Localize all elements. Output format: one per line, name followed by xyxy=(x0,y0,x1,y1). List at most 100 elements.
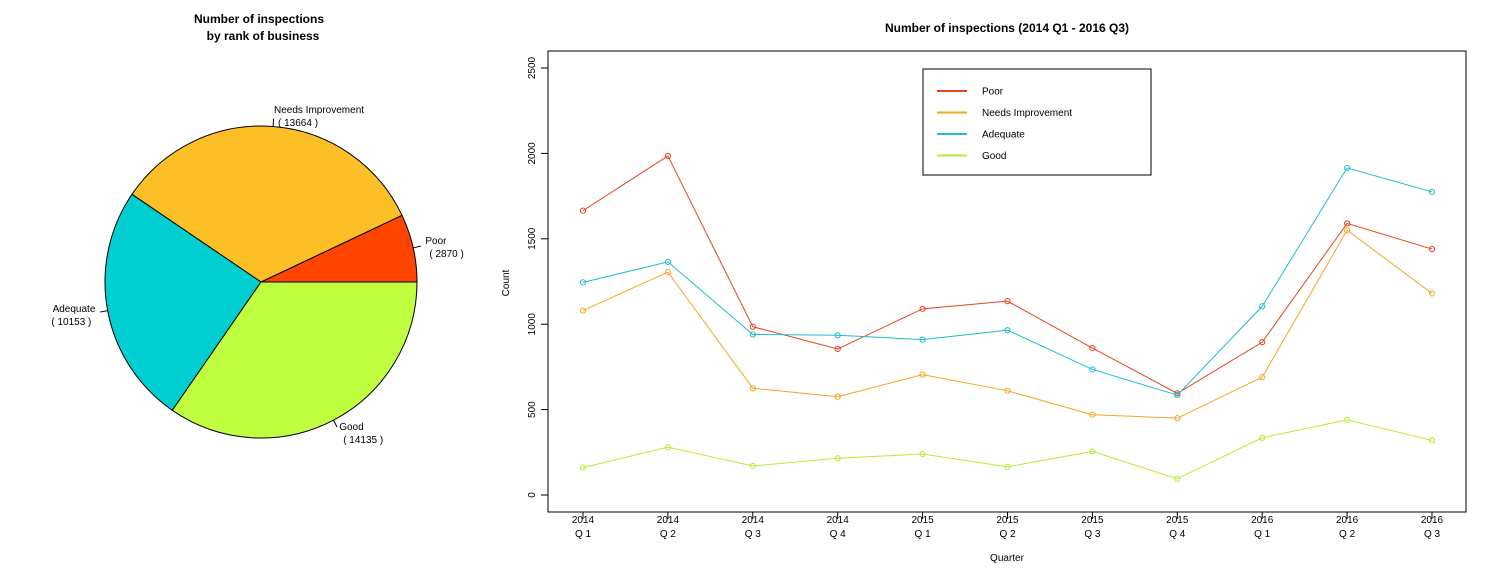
pie-slices xyxy=(104,125,418,439)
data-point-adequate xyxy=(1344,164,1351,172)
pie-label-adequate: Adequate xyxy=(53,304,96,315)
series-line-poor xyxy=(582,155,1433,394)
data-point-needs-improvement xyxy=(1259,374,1266,381)
data-point-good xyxy=(1174,475,1181,482)
data-point-good xyxy=(749,462,756,470)
data-point-poor xyxy=(1004,298,1011,305)
y-tick-label-0: 0 xyxy=(527,492,538,498)
data-point-adequate xyxy=(749,331,756,338)
data-point-good xyxy=(919,450,926,458)
pie-leader-poor xyxy=(413,245,421,249)
data-point-good xyxy=(1089,448,1096,455)
x-tick-label-year: 2015 xyxy=(1166,515,1189,526)
x-tick-label-year: 2014 xyxy=(657,515,680,526)
data-point-poor xyxy=(1344,220,1351,227)
data-point-good xyxy=(1004,463,1011,470)
pie-value-adequate: ( 10153 ) xyxy=(51,317,91,328)
pie-leader-adequate xyxy=(99,310,108,313)
legend: Poor Needs Improvement Adequate Good xyxy=(922,68,1152,176)
data-point-good xyxy=(834,455,841,462)
line-chart-title: Number of inspections (2014 Q1 - 2016 Q3… xyxy=(885,21,1129,35)
data-point-poor xyxy=(1259,339,1266,346)
pie-labels: Poor ( 2870 ) Needs Improvement ( 13664 ) Ad… xyxy=(51,105,463,446)
y-tick-label-2000: 2000 xyxy=(527,142,538,165)
x-tick-label-year: 2014 xyxy=(742,515,765,526)
pie-leader-good xyxy=(333,419,338,428)
x-tick-label-year: 2016 xyxy=(1336,515,1359,526)
data-point-needs-improvement xyxy=(919,371,926,378)
legend-items: Poor Needs Improvement Adequate Good xyxy=(937,87,1072,162)
y-tick-label-2500: 2500 xyxy=(527,56,538,79)
pie-slice-adequate xyxy=(104,193,262,412)
x-tick-label-year: 2016 xyxy=(1421,515,1444,526)
x-tick-label-year: 2015 xyxy=(1081,515,1104,526)
series-poor xyxy=(579,152,1436,397)
y-axis: 0 500 1000 1500 2000 2500 xyxy=(527,56,548,498)
data-point-needs-improvement xyxy=(1428,290,1436,297)
data-point-needs-improvement xyxy=(1174,415,1181,422)
x-tick-label-quarter: Q 1 xyxy=(575,529,592,540)
data-point-poor xyxy=(664,152,672,160)
x-tick-label-quarter: Q 2 xyxy=(1339,529,1356,540)
x-tick-label-quarter: Q 3 xyxy=(1424,529,1441,540)
data-point-poor xyxy=(834,345,841,353)
data-point-adequate xyxy=(1089,366,1096,373)
legend-label-needs-improvement: Needs Improvement xyxy=(982,108,1072,119)
x-tick-label-quarter: Q 4 xyxy=(1169,529,1186,540)
x-tick-label-year: 2016 xyxy=(1251,515,1274,526)
y-tick-label-1500: 1500 xyxy=(527,227,538,250)
series-lines xyxy=(579,152,1436,482)
legend-label-adequate: Adequate xyxy=(982,130,1025,141)
y-tick-label-500: 500 xyxy=(527,401,538,418)
pie-value-needs-improvement: ( 13664 ) xyxy=(278,118,318,129)
x-tick-label-year: 2015 xyxy=(996,515,1019,526)
data-point-good xyxy=(1428,437,1436,444)
series-good xyxy=(579,416,1436,482)
x-tick-label-quarter: Q 2 xyxy=(660,529,677,540)
data-point-needs-improvement xyxy=(1344,227,1351,234)
data-point-poor xyxy=(579,207,587,214)
data-point-poor xyxy=(1089,345,1096,352)
legend-label-poor: Poor xyxy=(982,87,1004,98)
pie-label-poor: Poor xyxy=(425,236,447,247)
data-point-poor xyxy=(919,305,926,312)
data-point-good xyxy=(579,464,587,471)
series-needs-improvement xyxy=(579,227,1436,422)
x-tick-label-quarter: Q 2 xyxy=(999,529,1016,540)
data-point-adequate xyxy=(1174,391,1181,399)
data-point-needs-improvement xyxy=(749,385,756,392)
pie-slice-good xyxy=(171,281,418,439)
x-tick-label-year: 2014 xyxy=(572,515,595,526)
legend-box xyxy=(922,68,1152,176)
series-adequate xyxy=(579,164,1436,399)
line-chart: Number of inspections (2014 Q1 - 2016 Q3… xyxy=(501,21,1467,564)
data-point-needs-improvement xyxy=(1004,387,1011,394)
x-tick-label-year: 2014 xyxy=(827,515,850,526)
data-point-needs-improvement xyxy=(834,393,841,400)
x-tick-label-quarter: Q 1 xyxy=(915,529,932,540)
x-tick-label-quarter: Q 3 xyxy=(745,529,762,540)
data-point-adequate xyxy=(579,279,587,286)
data-point-adequate xyxy=(1259,303,1266,310)
pie-label-good: Good xyxy=(339,422,363,433)
series-line-good xyxy=(582,419,1433,480)
x-tick-label-quarter: Q 4 xyxy=(830,529,847,540)
pie-value-good: ( 14135 ) xyxy=(343,435,383,446)
pie-leader-needs-improvement xyxy=(272,118,275,127)
pie-value-poor: ( 2870 ) xyxy=(429,249,463,260)
data-point-good xyxy=(1344,416,1351,423)
x-tick-label-quarter: Q 3 xyxy=(1084,529,1101,540)
data-point-good xyxy=(1259,434,1266,441)
series-line-needs-improvement xyxy=(582,229,1433,419)
data-point-adequate xyxy=(664,258,672,265)
x-axis: 2014 Q 1 2014 Q 2 2014 Q 3 2014 Q 4 2015 Q 1 2015 Q… xyxy=(572,512,1444,540)
data-point-needs-improvement xyxy=(1089,411,1096,418)
pie-chart-title-line-1: Number of inspections xyxy=(194,12,324,26)
data-point-poor xyxy=(749,323,756,330)
data-point-needs-improvement xyxy=(579,307,587,314)
y-axis-label: Count xyxy=(501,269,512,296)
pie-chart: Number of inspections by rank of busines… xyxy=(51,12,463,446)
series-line-adequate xyxy=(582,167,1433,396)
data-point-adequate xyxy=(919,336,926,343)
